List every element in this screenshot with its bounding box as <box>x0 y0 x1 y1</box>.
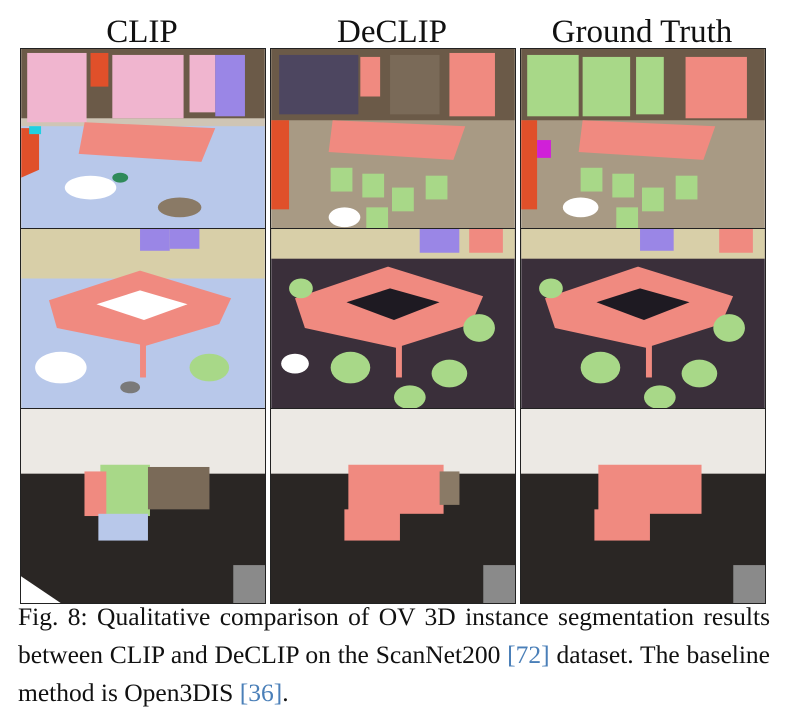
column-title-declip: DeCLIP <box>337 14 447 50</box>
caption-text-3: . <box>282 678 289 707</box>
column-title-clip: CLIP <box>106 14 178 50</box>
panel-declip-scene-1 <box>270 48 516 244</box>
panel-ground-truth-scene-1 <box>520 48 766 244</box>
segmentation-image <box>521 409 765 603</box>
caption-text-1: Qualitative comparison of OV 3D instance… <box>18 602 770 669</box>
segmentation-image <box>271 49 515 243</box>
segmentation-image <box>521 49 765 243</box>
panel-declip-scene-2 <box>270 228 516 424</box>
segmentation-image <box>21 49 265 243</box>
panel-ground-truth-scene-2 <box>520 228 766 424</box>
segmentation-image <box>271 409 515 603</box>
segmentation-image <box>271 229 515 423</box>
segmentation-image <box>521 229 765 423</box>
citation-link-36[interactable]: [36] <box>239 678 283 707</box>
caption-text-2: dataset. The baseline method is Open3DIS <box>18 640 771 707</box>
column-title-ground-truth: Ground Truth <box>551 14 733 50</box>
panel-clip-scene-2 <box>20 228 266 424</box>
segmentation-image <box>21 229 265 423</box>
panel-clip-scene-3 <box>20 408 266 604</box>
panel-ground-truth-scene-3 <box>520 408 766 604</box>
segmentation-image <box>21 409 265 603</box>
panel-declip-scene-3 <box>270 408 516 604</box>
figure-caption: Fig. 8: Qualitative comparison of OV 3D … <box>18 598 770 712</box>
citation-link-72[interactable]: [72] <box>507 640 550 669</box>
caption-label: Fig. 8: <box>18 602 88 631</box>
panel-clip-scene-1 <box>20 48 266 244</box>
